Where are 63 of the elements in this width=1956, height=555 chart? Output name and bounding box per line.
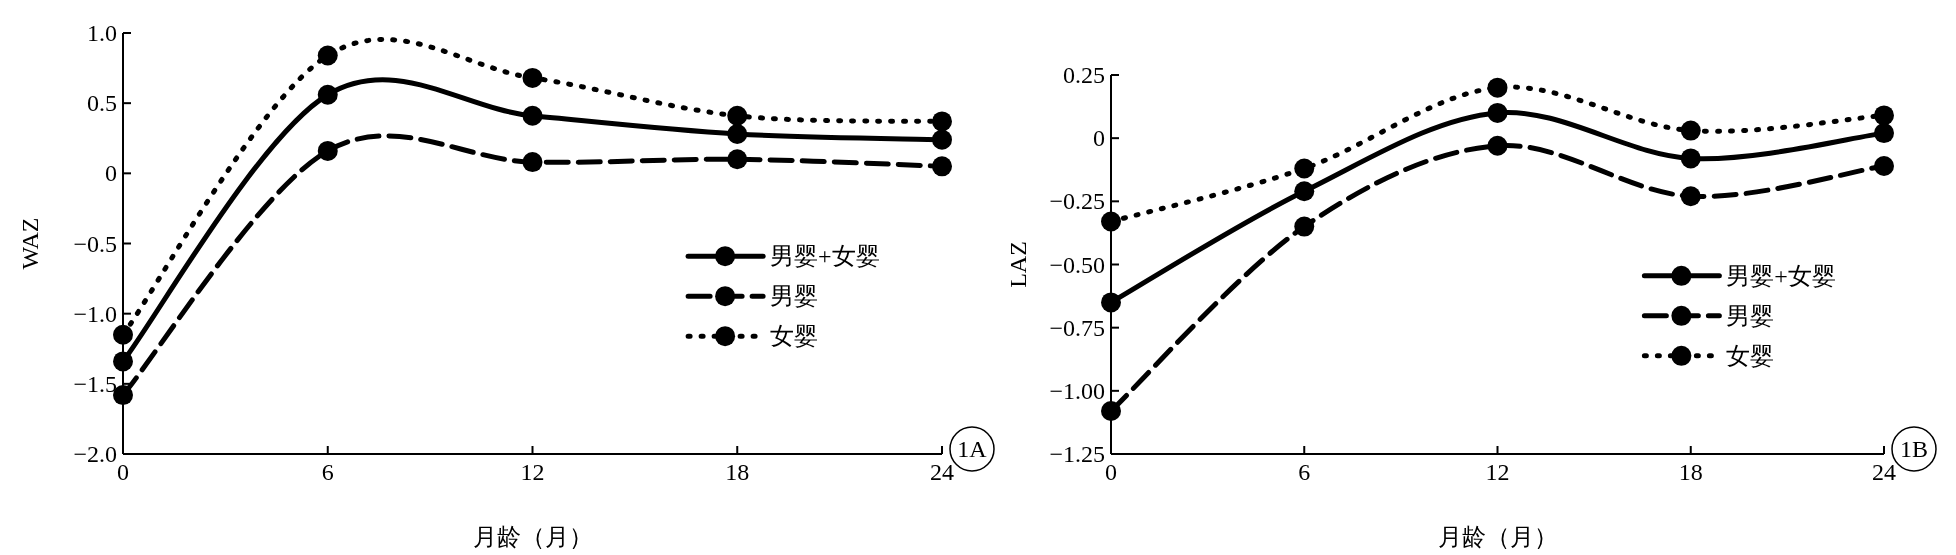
point bbox=[522, 105, 543, 126]
point bbox=[1874, 105, 1894, 126]
point bbox=[317, 84, 338, 105]
y-tick-label: −2.0 bbox=[73, 441, 117, 467]
legend-label: 男婴 bbox=[1726, 302, 1775, 329]
x-tick-label: 6 bbox=[321, 459, 334, 485]
y-tick-label: −0.50 bbox=[1049, 251, 1105, 278]
point bbox=[1294, 158, 1315, 179]
y-tick-label: 1.0 bbox=[87, 20, 117, 46]
point bbox=[1487, 102, 1508, 123]
y-tick-label: 0 bbox=[1093, 125, 1105, 152]
legend-label: 男婴+女婴 bbox=[1726, 262, 1836, 289]
legend-label: 男婴+女婴 bbox=[770, 243, 880, 270]
point bbox=[522, 67, 543, 88]
point bbox=[113, 324, 133, 345]
x-tick-label: 6 bbox=[1298, 459, 1311, 485]
legend-label: 女婴 bbox=[770, 323, 819, 350]
y-tick-label: −1.5 bbox=[73, 370, 117, 397]
point bbox=[1874, 123, 1894, 144]
point bbox=[1680, 120, 1701, 141]
point bbox=[1101, 211, 1121, 232]
point bbox=[727, 124, 748, 145]
point bbox=[1487, 77, 1508, 98]
x-tick-label: 18 bbox=[725, 459, 750, 485]
point bbox=[522, 152, 543, 173]
y-tick-label: 0.25 bbox=[1063, 62, 1105, 88]
point bbox=[317, 45, 338, 66]
point bbox=[1294, 216, 1315, 237]
y-tick-label: −0.25 bbox=[1049, 188, 1105, 215]
point bbox=[932, 111, 952, 132]
y-tick-label: 0.5 bbox=[87, 90, 117, 117]
point bbox=[1680, 186, 1701, 207]
point bbox=[1101, 401, 1121, 422]
x-tick-label: 24 bbox=[930, 459, 954, 485]
x-tick-label: 12 bbox=[520, 459, 545, 485]
x-tick-label: 24 bbox=[1872, 459, 1896, 485]
y-tick-label: 0 bbox=[105, 160, 117, 187]
x-axis-title: 月龄（月） bbox=[1437, 524, 1558, 550]
y-tick-label: −0.75 bbox=[1049, 314, 1105, 341]
point bbox=[727, 149, 748, 170]
y-tick-label: −1.0 bbox=[73, 300, 117, 327]
point bbox=[932, 156, 952, 177]
point bbox=[1487, 135, 1508, 156]
point bbox=[1680, 148, 1701, 169]
y-tick-label: −1.25 bbox=[1049, 441, 1105, 467]
point bbox=[932, 129, 952, 150]
point bbox=[1101, 292, 1121, 313]
point bbox=[113, 351, 133, 372]
legend-label: 女婴 bbox=[1726, 342, 1775, 369]
point bbox=[727, 105, 748, 126]
y-axis-title: LAZ bbox=[1005, 241, 1031, 288]
text: 1B bbox=[1899, 436, 1929, 462]
point bbox=[1294, 181, 1315, 202]
y-tick-label: −1.00 bbox=[1049, 377, 1105, 404]
x-axis-title: 月龄（月） bbox=[472, 524, 593, 550]
text: 1A bbox=[957, 436, 988, 462]
x-tick-label: 12 bbox=[1485, 459, 1510, 485]
y-axis-title: WAZ bbox=[17, 217, 43, 270]
y-tick-label: −0.5 bbox=[73, 230, 117, 257]
x-tick-label: 18 bbox=[1678, 459, 1703, 485]
point bbox=[317, 140, 338, 161]
legend-label: 男婴 bbox=[770, 283, 819, 310]
point bbox=[1874, 155, 1894, 176]
